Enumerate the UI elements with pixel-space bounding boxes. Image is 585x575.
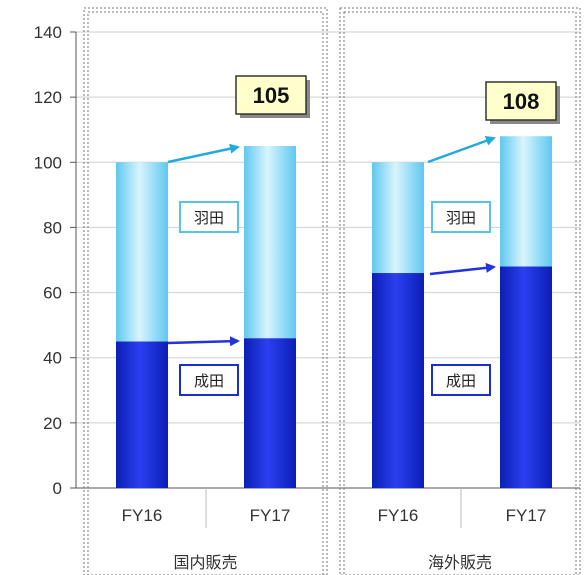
panel-border-inner (343, 11, 577, 575)
panel-border-inner (87, 11, 324, 575)
bar-haneda (244, 146, 296, 339)
y-tick-label: 40 (43, 349, 62, 368)
legend-box-haneda (179, 201, 239, 233)
y-tick-label: 120 (34, 88, 62, 107)
arrow-narita (167, 336, 240, 347)
group-label: 海外販売 (428, 553, 492, 572)
total-box (235, 75, 307, 115)
total-label: 108 (503, 89, 540, 114)
bar-narita (372, 273, 424, 488)
bar-haneda (116, 162, 168, 342)
legend-label-narita: 成田 (194, 372, 224, 390)
x-category-label: FY17 (250, 506, 291, 525)
growth-arrows (167, 136, 496, 347)
y-tick-label: 140 (34, 23, 62, 42)
bar-haneda (372, 162, 424, 274)
group-label: 国内販売 (173, 553, 237, 572)
arrow-narita (429, 262, 496, 276)
x-category-label: FY17 (506, 506, 547, 525)
legend-label-haneda: 羽田 (446, 209, 476, 227)
bars (116, 136, 552, 488)
x-category-label: FY16 (378, 506, 419, 525)
x-category-label: FY16 (122, 506, 163, 525)
bar-haneda (500, 136, 552, 267)
bar-narita (244, 338, 296, 488)
y-axis: 0 20 40 60 80 100 120 140 (34, 23, 580, 498)
y-tick-label: 80 (43, 218, 62, 237)
total-box (485, 81, 557, 121)
panel-borders (83, 7, 581, 575)
legend-label-narita: 成田 (446, 372, 476, 390)
arrow-haneda (167, 143, 240, 164)
bar-narita (500, 266, 552, 488)
y-tick-label: 100 (34, 153, 62, 172)
y-tick-label: 60 (43, 284, 62, 303)
total-label: 105 (253, 83, 290, 108)
legend-box-haneda (431, 201, 491, 233)
y-tick-label: 0 (53, 479, 62, 498)
panel-border (339, 7, 581, 575)
arrow-haneda (427, 136, 496, 164)
panel-border (83, 7, 328, 575)
legend-box-narita (431, 364, 491, 396)
y-tick-label: 20 (43, 414, 62, 433)
legend-label-haneda: 羽田 (194, 209, 224, 227)
legend-box-narita (179, 364, 239, 396)
bar-narita (116, 341, 168, 488)
